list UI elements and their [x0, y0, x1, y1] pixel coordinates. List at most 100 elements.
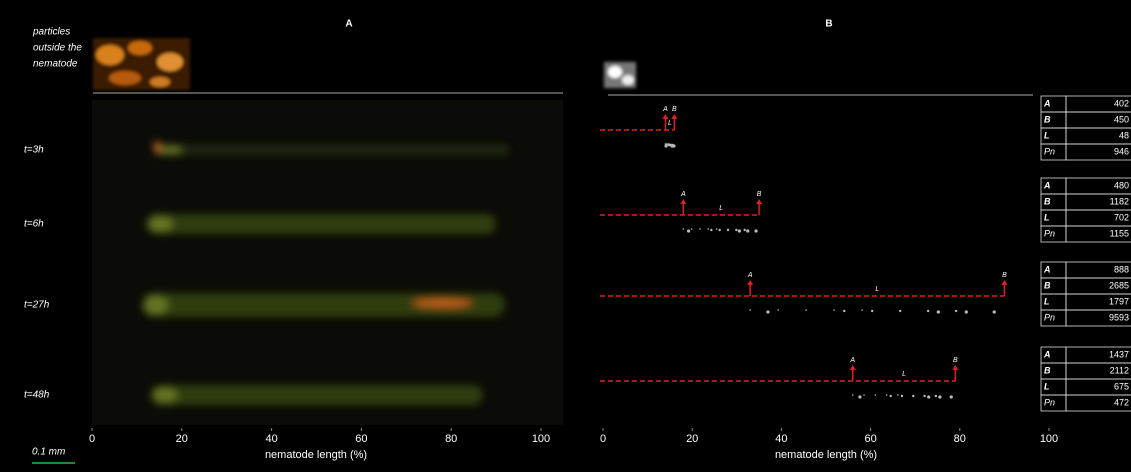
marker-arrowhead [756, 199, 763, 204]
speckle [861, 309, 863, 311]
speckle [735, 228, 738, 232]
particle-speckles [851, 394, 953, 399]
speckle [927, 395, 931, 399]
table-value: 2112 [1110, 365, 1129, 375]
inset-image [93, 38, 190, 90]
time-label: t=27h [24, 300, 50, 311]
table-key: L [1044, 381, 1050, 391]
speckle [923, 394, 926, 398]
worm-body [144, 295, 169, 315]
speckle [715, 228, 718, 230]
marker-label: L [668, 120, 672, 127]
worm-body [412, 298, 473, 308]
table-cell [1065, 394, 1131, 412]
speckle [900, 394, 904, 398]
x-tick-label: 60 [355, 433, 367, 445]
particle-speckles [749, 309, 996, 314]
worm-body [150, 385, 483, 405]
marker-arrowhead [680, 199, 687, 204]
speckle [668, 143, 671, 145]
speckle [871, 309, 874, 313]
table-value: 1437 [1109, 349, 1129, 359]
marker-arrowhead [671, 114, 678, 119]
speckle [897, 394, 899, 396]
inset-label: particles [32, 27, 70, 38]
x-tick-label: 60 [864, 433, 876, 445]
axis-label: nematode length (%) [265, 449, 367, 461]
marker-label: B [672, 106, 677, 113]
marker-label: B [1002, 272, 1007, 279]
speckle [671, 143, 674, 147]
speckle [710, 228, 713, 232]
table-value: 675 [1114, 381, 1129, 391]
table-key: B [1044, 114, 1051, 124]
speckle [889, 394, 892, 398]
table-value: 1797 [1109, 296, 1129, 306]
table-value: 702 [1114, 212, 1129, 222]
inset-label: nematode [33, 59, 78, 70]
speckle [690, 228, 693, 230]
speckle [843, 309, 846, 313]
panel-title: B [825, 19, 832, 30]
marker-label: L [875, 286, 879, 293]
axis-label: nematode length (%) [775, 449, 877, 461]
table-key: Pn [1044, 312, 1055, 322]
speckle [749, 309, 751, 311]
table-key: L [1044, 212, 1050, 222]
worm-image [145, 214, 497, 234]
x-tick-label: 20 [176, 433, 188, 445]
speckle [851, 394, 854, 396]
table-value: 2685 [1109, 280, 1129, 290]
table-cell [1065, 225, 1131, 243]
x-tick-label: 80 [954, 433, 966, 445]
speckle [874, 394, 877, 396]
scale-bar-label: 0.1 mm [32, 447, 65, 458]
table-value: 888 [1114, 264, 1129, 274]
table-value: 480 [1114, 180, 1129, 190]
marker-label: A [662, 106, 668, 113]
table-value: 1155 [1110, 228, 1129, 238]
x-tick-label: 40 [775, 433, 787, 445]
table-value: 450 [1114, 114, 1129, 124]
speckle [746, 229, 750, 233]
speckle [936, 310, 940, 314]
marker-arrowhead [1001, 280, 1008, 285]
speckle [898, 309, 902, 313]
speckle [833, 309, 835, 311]
speckle [992, 310, 996, 314]
table-cell [1065, 309, 1131, 327]
speckle [766, 310, 770, 314]
particle-speckles [682, 228, 758, 233]
worm-body [148, 216, 173, 232]
table-key: Pn [1044, 146, 1055, 156]
marker-label: L [902, 371, 906, 378]
table-key: A [1043, 180, 1051, 190]
panel-title: A [345, 19, 352, 30]
worm-image [153, 141, 510, 156]
table-key: Pn [1044, 397, 1055, 407]
table-key: A [1043, 98, 1051, 108]
marker-label: A [747, 272, 753, 279]
marker-arrowhead [952, 365, 959, 370]
x-tick-label: 40 [265, 433, 277, 445]
worm-body [157, 145, 182, 155]
table-value: 9593 [1109, 312, 1129, 322]
marker-label: L [719, 205, 723, 212]
particle-speckles [664, 143, 676, 148]
speckle [682, 228, 685, 230]
speckle [664, 144, 668, 148]
speckle [938, 395, 942, 399]
table-value: 48 [1119, 130, 1129, 140]
marker-label: A [849, 357, 855, 364]
speckle [718, 228, 721, 232]
worm-body [141, 293, 506, 317]
speckle [964, 310, 968, 314]
worm-body [154, 144, 510, 156]
marker-label: B [953, 357, 958, 364]
speckle [858, 395, 862, 399]
speckle [777, 309, 779, 311]
marker-arrowhead [747, 280, 754, 285]
table-key: A [1043, 349, 1051, 359]
worm-body [153, 387, 178, 403]
